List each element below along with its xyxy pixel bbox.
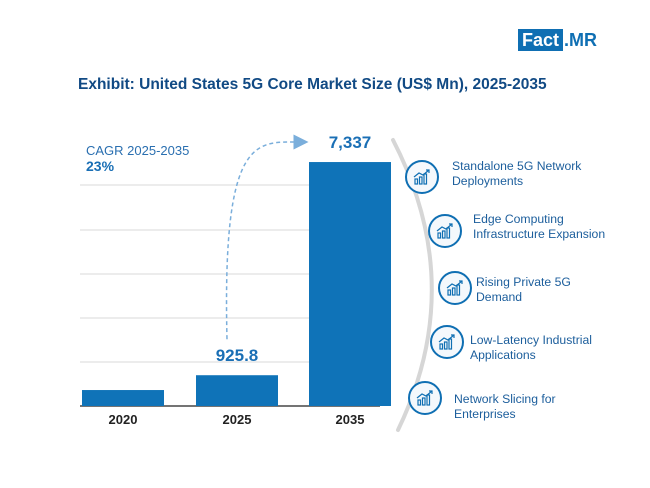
driver-label-2: Edge Computing Infrastructure Expansion bbox=[473, 212, 605, 241]
bar-2020 bbox=[82, 390, 164, 406]
logo-mr: MR bbox=[569, 30, 598, 50]
driver-icon-wrapper-1 bbox=[405, 160, 439, 194]
driver-text: Network Slicing for Enterprises bbox=[454, 392, 556, 421]
growth-chart-icon bbox=[405, 160, 439, 194]
bars bbox=[82, 162, 391, 406]
chart-title: Exhibit: United States 5G Core Market Si… bbox=[78, 76, 547, 93]
growth-chart-icon bbox=[428, 214, 462, 248]
driver-icon-wrapper-2 bbox=[428, 214, 462, 248]
growth-chart-icon bbox=[408, 381, 442, 415]
category-label-2035: 2035 bbox=[336, 412, 365, 427]
category-labels: 2020 2025 2035 bbox=[109, 412, 365, 427]
factmr-logo: Fact . MR bbox=[518, 29, 597, 51]
driver-label-4: Low-Latency Industrial Applications bbox=[470, 333, 592, 362]
growth-chart-icon bbox=[430, 325, 464, 359]
driver-text: Rising Private 5G Demand bbox=[476, 275, 571, 304]
data-labels: 925.8 7,337 bbox=[216, 133, 372, 365]
driver-label-5: Network Slicing for Enterprises bbox=[454, 392, 556, 421]
data-label-2035: 7,337 bbox=[329, 133, 372, 152]
category-label-2025: 2025 bbox=[223, 412, 252, 427]
driver-text: Standalone 5G Network Deployments bbox=[452, 159, 582, 188]
data-label-2025: 925.8 bbox=[216, 346, 259, 365]
driver-icon-wrapper-5 bbox=[408, 381, 442, 415]
growth-chart-icon bbox=[438, 271, 472, 305]
driver-label-3: Rising Private 5G Demand bbox=[476, 275, 571, 304]
driver-text: Edge Computing Infrastructure Expansion bbox=[473, 212, 606, 241]
logo-fact: Fact bbox=[518, 29, 564, 51]
cagr-label: CAGR 2025-2035 bbox=[86, 143, 190, 158]
growth-arrow bbox=[225, 134, 309, 340]
bar-2035 bbox=[309, 162, 391, 406]
driver-icon-wrapper-4 bbox=[430, 325, 464, 359]
bar-2025 bbox=[196, 375, 278, 406]
driver-text: Low-Latency Industrial Applications bbox=[470, 333, 592, 362]
driver-icon-wrapper-3 bbox=[438, 271, 472, 305]
driver-label-1: Standalone 5G Network Deployments bbox=[452, 159, 581, 188]
cagr-value: 23% bbox=[86, 158, 115, 174]
category-label-2020: 2020 bbox=[109, 412, 138, 427]
logo-dot: . bbox=[564, 30, 570, 50]
